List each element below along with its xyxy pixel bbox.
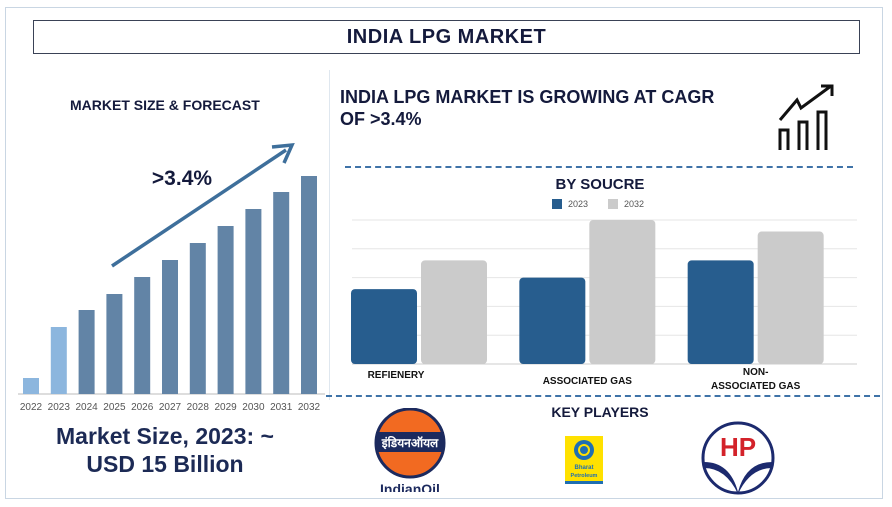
- tick-label-2029: 2029: [214, 402, 237, 413]
- tick-label-2024: 2024: [75, 402, 98, 413]
- hp-logo: HP: [701, 421, 775, 495]
- bar-non-associated-gas-2032: [757, 231, 824, 364]
- tick-label-2031: 2031: [270, 402, 293, 413]
- indianoil-name: IndianOil: [380, 481, 440, 492]
- trend-arrow: [111, 148, 287, 268]
- market-size-text: Market Size, 2023: ~ USD 15 Billion: [0, 422, 330, 478]
- category-label: REFIENERY: [368, 370, 425, 381]
- tick-label-2028: 2028: [187, 402, 210, 413]
- bar-non-associated-gas-2023: [687, 260, 754, 364]
- tick-label-2025: 2025: [103, 402, 126, 413]
- indianoil-hindi: इंडियनऑयल: [381, 436, 439, 450]
- trend-arrowhead: [271, 142, 295, 164]
- frame: [5, 7, 883, 499]
- headline-line1: INDIA LPG MARKET IS GROWING AT CAGR: [340, 87, 715, 107]
- bar-2030: [245, 209, 262, 394]
- legend-label-2023: 2023: [568, 199, 589, 209]
- source-chart-title: BY SOUCRE: [555, 176, 645, 193]
- market-forecast-chart: 2022 2023 2024 2025 2026 2027 2028 2029 2030 2031…: [18, 142, 325, 413]
- bar-associated-gas-2023: [519, 277, 586, 364]
- bar-2024: [78, 310, 95, 394]
- divider-dashed-2: [326, 395, 880, 397]
- divider-dashed: [345, 166, 853, 168]
- category-label: NON-ASSOCIATED GAS: [711, 367, 801, 392]
- market-size-line2: USD 15 Billion: [86, 451, 244, 477]
- legend-swatch-2032: [608, 199, 619, 209]
- divider: [329, 70, 330, 400]
- headline-line2: OF >3.4%: [340, 109, 422, 129]
- tick-label-2026: 2026: [131, 402, 154, 413]
- legend: 2023 2032: [552, 199, 644, 209]
- bar-associated-gas-2032: [589, 220, 656, 364]
- bar-2025: [106, 294, 123, 394]
- hp-mark: HP: [720, 432, 756, 462]
- legend-swatch-2023: [552, 199, 562, 209]
- growth-chart-icon: [778, 84, 834, 150]
- market-size-line1: Market Size, 2023: ~: [56, 423, 274, 449]
- key-players-heading: KEY PLAYERS: [551, 404, 649, 420]
- bar-2028: [189, 243, 206, 394]
- bar-2026: [134, 277, 151, 394]
- cagr-annotation: >3.4%: [152, 167, 212, 190]
- category-label: ASSOCIATED GAS: [543, 376, 633, 387]
- bharat-petroleum-logo: Bharat Petroleum: [565, 436, 603, 484]
- tick-label-2022: 2022: [20, 402, 43, 413]
- indianoil-logo: इंडियनऑयल IndianOil: [374, 408, 446, 492]
- bar-2032: [301, 176, 317, 394]
- bpcl-line1: Bharat: [574, 465, 593, 471]
- market-size-heading: MARKET SIZE & FORECAST: [70, 97, 260, 113]
- legend-label-2032: 2032: [624, 199, 645, 209]
- tick-label-2032: 2032: [298, 402, 321, 413]
- bar-2029: [217, 226, 234, 394]
- bpcl-line2: Petroleum: [571, 473, 598, 479]
- bar-2022: [23, 378, 39, 394]
- source-chart: REFIENERY ASSOCIATED GAS NON-ASSOCIATED GA…: [351, 219, 857, 392]
- bar-2023: [50, 327, 67, 394]
- cagr-headline: INDIA LPG MARKET IS GROWING AT CAGR OF >…: [340, 86, 714, 130]
- bar-2027: [162, 260, 178, 394]
- tick-label-2027: 2027: [159, 402, 182, 413]
- bar-refienery-2032: [421, 260, 487, 364]
- bar-2031: [273, 192, 290, 394]
- bar-refienery-2023: [351, 289, 417, 364]
- tick-label-2023: 2023: [48, 402, 71, 413]
- tick-label-2030: 2030: [242, 402, 265, 413]
- page-title: INDIA LPG MARKET: [33, 20, 860, 54]
